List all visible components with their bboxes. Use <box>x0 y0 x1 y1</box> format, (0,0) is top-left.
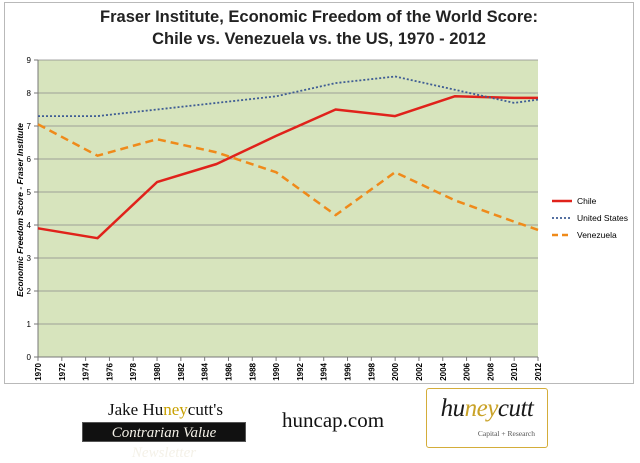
legend-label: United States <box>577 213 628 223</box>
series-line-venezuela <box>37 123 539 232</box>
y-tick-label: 2 <box>27 287 32 296</box>
y-tick-label: 5 <box>27 188 32 197</box>
logo-accent: ney <box>464 395 499 422</box>
grid-lines <box>38 59 538 325</box>
x-tick-label: 2006 <box>463 362 472 380</box>
x-tick-label: 2000 <box>391 362 400 380</box>
x-tick-label: 2008 <box>486 362 495 380</box>
author-name-prefix: Jake Hu <box>108 400 164 419</box>
x-tick-label: 1998 <box>367 362 376 380</box>
x-tick-label: 1978 <box>129 362 138 380</box>
y-tick-label: 7 <box>27 122 32 131</box>
x-tick-label: 2010 <box>510 362 519 380</box>
x-tick-label: 1974 <box>82 362 91 380</box>
y-tick-label: 8 <box>27 89 32 98</box>
x-tick-label: 1972 <box>58 362 67 380</box>
legend-label: Chile <box>577 196 597 206</box>
x-tick-label: 2004 <box>439 362 448 380</box>
x-tick-label: 1980 <box>153 362 162 380</box>
author-name: Jake Huneycutt's <box>108 400 223 420</box>
legend-label: Venezuela <box>577 230 617 240</box>
footer-branding: Jake Huneycutt's Contrarian Value Newsle… <box>0 384 640 461</box>
x-tick-label: 1994 <box>320 362 329 380</box>
x-tick-label: 1976 <box>105 362 114 380</box>
logo-suffix: cutt <box>497 395 534 422</box>
legend: Chile United States Venezuela <box>552 196 628 240</box>
plot-area <box>38 60 538 357</box>
x-tick-label: 1992 <box>296 362 305 380</box>
x-tick-label: 1996 <box>344 362 353 380</box>
x-tick-label: 1990 <box>272 362 281 380</box>
y-tick-label: 4 <box>27 221 32 230</box>
company-logo: huneycutt Capital + Research <box>426 388 548 448</box>
author-name-accent: ney <box>163 400 188 419</box>
y-tick-label: 6 <box>27 155 32 164</box>
x-tick-label: 1984 <box>201 362 210 380</box>
x-tick-label: 1986 <box>224 362 233 380</box>
y-tick-label: 0 <box>27 353 32 362</box>
x-tick-label: 1982 <box>177 362 186 380</box>
logo-wordmark: huneycutt <box>427 395 547 423</box>
author-name-suffix: cutt's <box>187 400 223 419</box>
x-tick-label: 2012 <box>534 362 543 380</box>
newsletter-banner: Contrarian Value Newsletter <box>82 422 246 461</box>
chart-title-line1: Fraser Institute, Economic Freedom of th… <box>100 8 538 26</box>
x-axis-ticks: 1970 1972 1974 1976 1978 1980 1982 1984 1986 1988… <box>34 357 543 381</box>
series-lines <box>37 75 539 240</box>
y-tick-label: 9 <box>27 56 32 65</box>
logo-prefix: hu <box>440 395 466 422</box>
chart-title-line2: Chile vs. Venezuela vs. the US, 1970 - 2… <box>152 30 486 48</box>
logo-tagline: Capital + Research <box>477 429 535 438</box>
y-axis-ticks: 0 1 2 3 4 5 6 7 8 9 <box>27 56 38 362</box>
y-axis-label: Economic Freedom Score - Fraser Institut… <box>15 123 25 297</box>
y-tick-label: 1 <box>27 320 32 329</box>
website-url: huncap.com <box>282 408 385 432</box>
chart-title: Fraser Institute, Economic Freedom of th… <box>4 6 634 50</box>
x-tick-label: 1988 <box>248 362 257 380</box>
x-tick-label: 1970 <box>34 362 43 380</box>
y-tick-label: 3 <box>27 254 32 263</box>
x-tick-label: 2002 <box>415 362 424 380</box>
series-line-united-states <box>38 75 539 117</box>
series-line-chile <box>37 95 538 240</box>
